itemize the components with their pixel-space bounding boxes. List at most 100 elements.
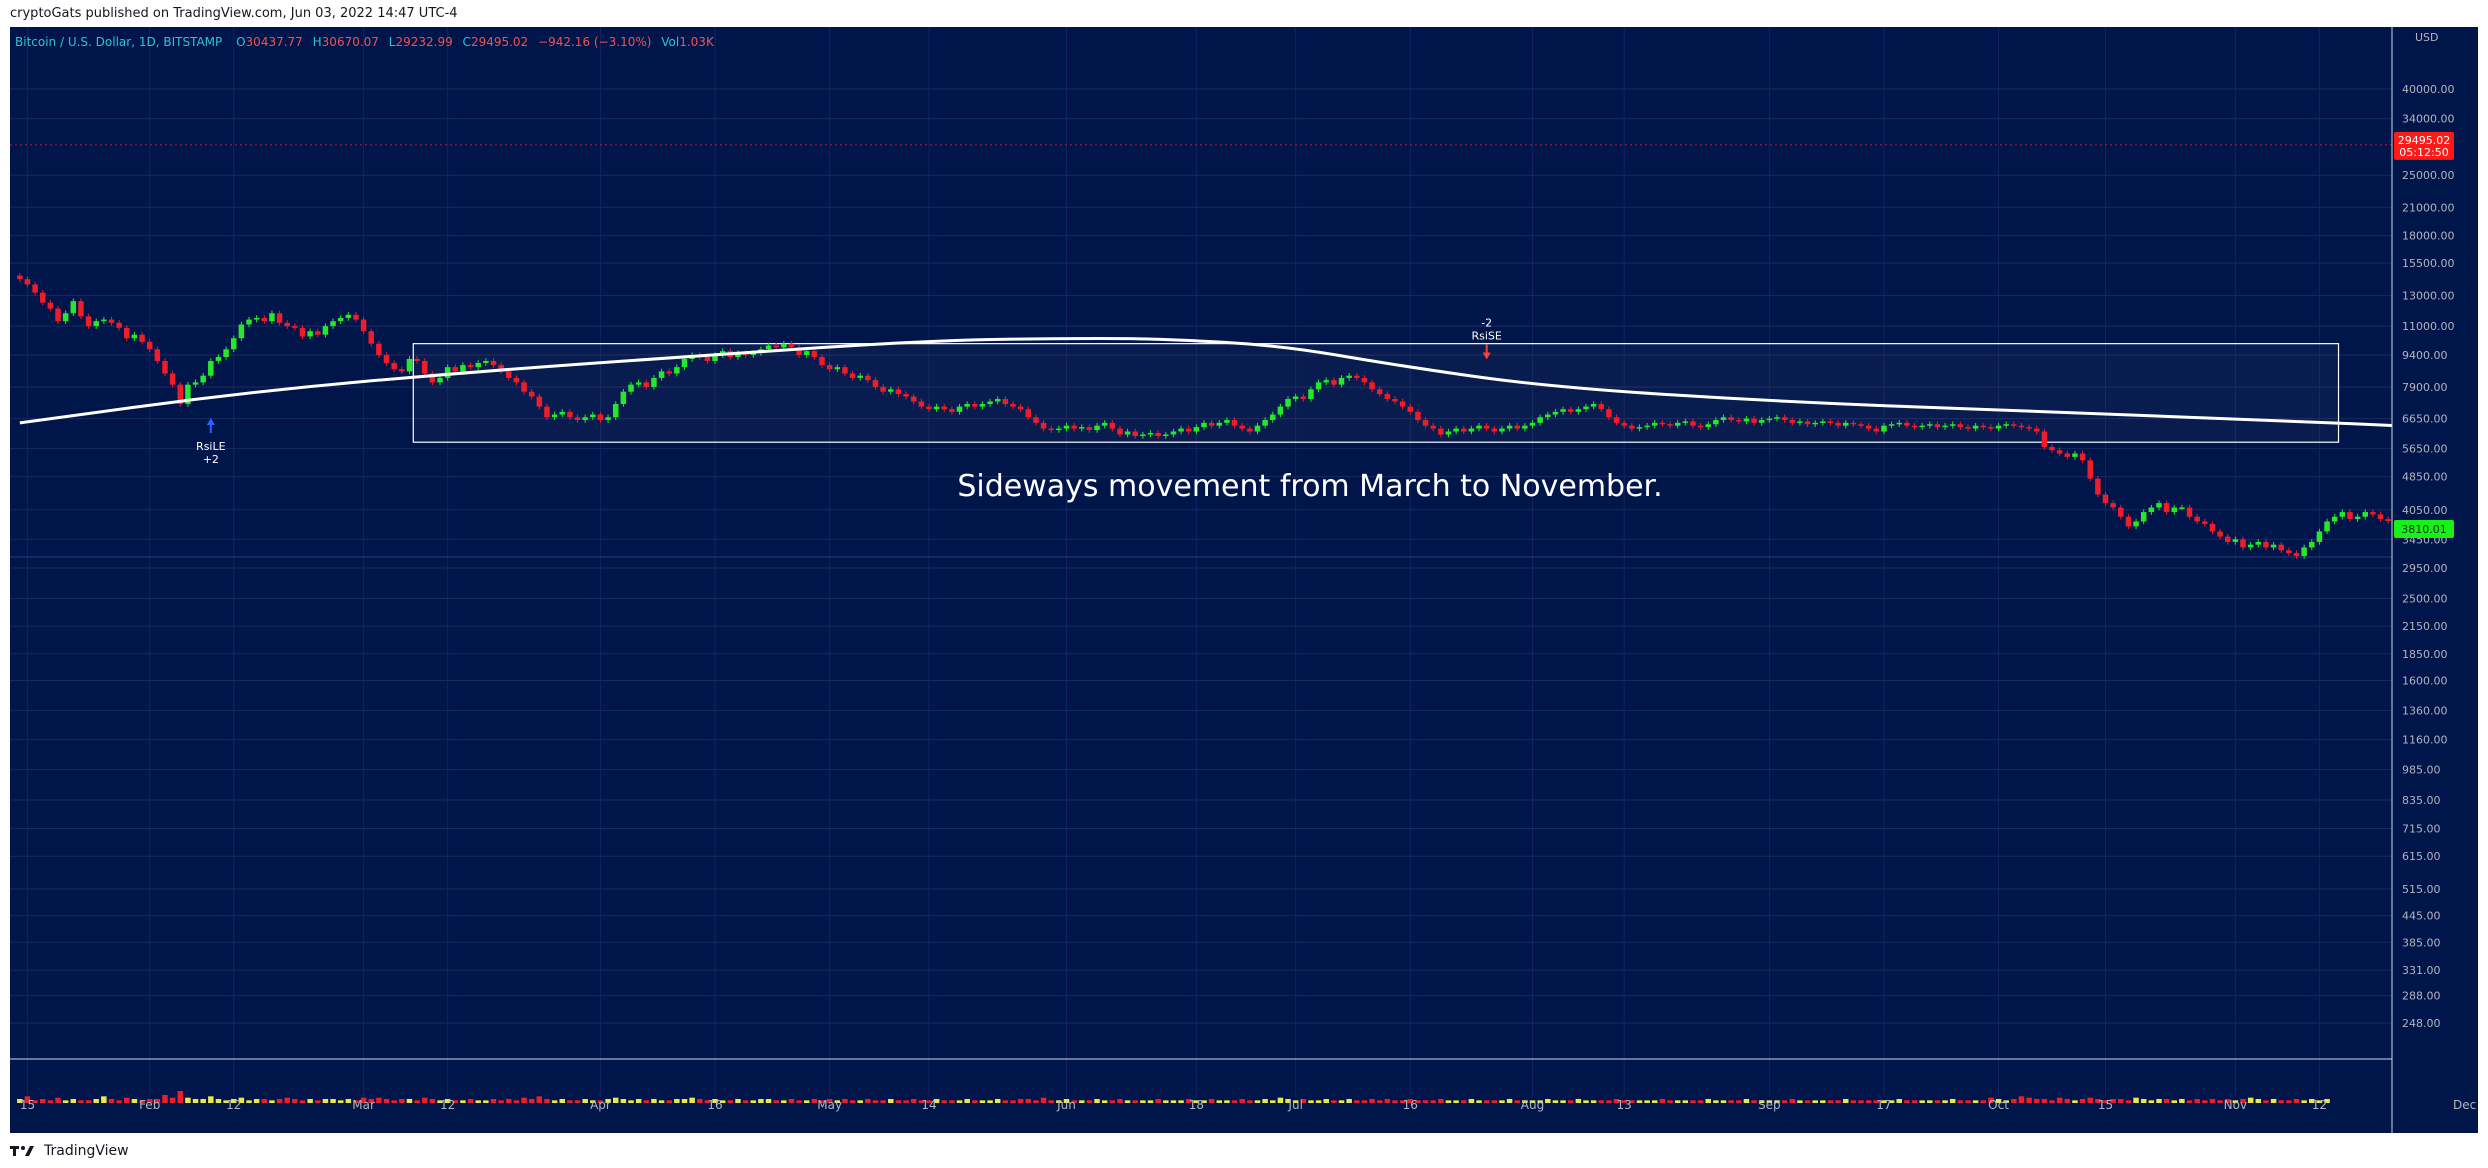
candle-body (1239, 425, 1245, 429)
volume-bar (956, 1100, 963, 1103)
candle-body (2118, 507, 2124, 517)
volume-bar (1308, 1100, 1314, 1103)
candle-body (1659, 422, 1666, 425)
volume-bar (230, 1099, 237, 1103)
time-tick-label: Feb (139, 1098, 160, 1112)
candle-body (345, 314, 352, 318)
volume-bar (1369, 1099, 1375, 1103)
price-axis-bg (2392, 27, 2478, 1133)
footer-brand[interactable]: TradingView (44, 1143, 129, 1159)
candle-body (1720, 417, 1727, 421)
volume-bar (1331, 1100, 1337, 1103)
candle-body (1873, 428, 1880, 432)
candle-body (2171, 507, 2178, 513)
candle-body (1438, 428, 1444, 435)
volume-bar (406, 1099, 413, 1103)
candle-body (269, 313, 275, 322)
volume-bar (1713, 1100, 1719, 1103)
candle-body (1537, 417, 1543, 423)
candle-body (1697, 425, 1704, 428)
volume-bar (865, 1099, 871, 1103)
price-tick-label: 34000.00 (2402, 113, 2455, 126)
volume-bar (605, 1099, 611, 1103)
publish-author[interactable]: cryptoGats (10, 6, 82, 21)
candle-body (261, 317, 268, 322)
volume-bar (704, 1100, 711, 1103)
volume-bar (1629, 1100, 1635, 1103)
volume-bar (1804, 1100, 1811, 1103)
tradingview-logo-icon[interactable] (10, 1144, 38, 1158)
volume-bar (1781, 1100, 1788, 1103)
candle-body (1858, 424, 1864, 426)
candle-body (842, 367, 848, 374)
volume-bar (697, 1099, 703, 1103)
volume-bar (719, 1100, 726, 1103)
volume-bar (1644, 1100, 1650, 1103)
volume-bar (360, 1097, 367, 1103)
candle-body (1086, 427, 1093, 431)
volume-bar (1797, 1100, 1803, 1103)
volume-bar (1010, 1100, 1016, 1103)
volume-bar (2003, 1100, 2009, 1103)
candle-body (1766, 418, 1773, 421)
candle-body (1025, 409, 1032, 418)
volume-bar (1079, 1100, 1085, 1103)
candle-body (238, 324, 245, 339)
volume-bar (330, 1099, 336, 1103)
candle-body (299, 327, 306, 337)
candle-body (551, 414, 558, 418)
candle-body (1208, 422, 1215, 426)
candle-body (1514, 425, 1520, 429)
volume-bar (926, 1100, 932, 1103)
candle-body (1713, 420, 1719, 425)
candle-body (215, 356, 222, 361)
volume-bar (1590, 1100, 1597, 1103)
volume-bar (1376, 1100, 1383, 1103)
candle-body (1758, 420, 1765, 423)
candle-body (116, 322, 122, 328)
candle-body (941, 406, 947, 410)
candle-body (605, 417, 611, 421)
volume-bar (1690, 1100, 1696, 1103)
candle-body (1338, 377, 1345, 385)
long-signal-arrow (206, 418, 215, 434)
volume-bar (1140, 1100, 1146, 1103)
footer: TradingView (10, 1140, 129, 1162)
volume-bar (826, 1099, 833, 1103)
time-axis[interactable]: 15 Feb 12 Mar 12 Apr 16 May 14 Jun 18 Jul 16 Aug 13 Sep… (20, 1098, 2478, 1112)
candle-body (2278, 544, 2284, 551)
candle-body (949, 409, 955, 412)
signal-count: -2 (1481, 317, 1492, 330)
volume-bar (1346, 1099, 1352, 1103)
volume-bar (2148, 1100, 2155, 1103)
volume-bar (1598, 1100, 1605, 1103)
candle-body (1155, 433, 1161, 437)
volume-bar (2293, 1099, 2300, 1103)
time-tick-label: Mar (352, 1098, 375, 1112)
volume-bar (154, 1099, 161, 1103)
price-tick-label: 11000.00 (2402, 320, 2455, 333)
candle-body (1911, 425, 1918, 428)
volume-bar (1094, 1099, 1100, 1103)
candle-body (2301, 547, 2307, 556)
candle-body (1079, 427, 1085, 429)
candle-body (1629, 425, 1635, 429)
volume-bar (1728, 1100, 1734, 1103)
candle-body (1292, 396, 1299, 399)
volume-bar (972, 1100, 978, 1103)
candle-body (2354, 516, 2361, 520)
time-tick-label: Jun (1056, 1098, 1076, 1112)
volume-bar (1445, 1100, 1452, 1103)
candle-body (32, 284, 38, 293)
volume-bar (1560, 1100, 1566, 1103)
price-axis[interactable]: 40000.00 34000.00 25000.00 21000.00 18000.00… (2391, 27, 2478, 1133)
volume-bar (674, 1099, 680, 1103)
legend-change: −942.16 (−3.10%) (538, 35, 651, 49)
candle-body (1354, 375, 1360, 378)
candle-body (1476, 425, 1482, 429)
candle-body (200, 375, 206, 383)
volume-bar (559, 1099, 566, 1103)
volume-bar (1636, 1100, 1643, 1103)
